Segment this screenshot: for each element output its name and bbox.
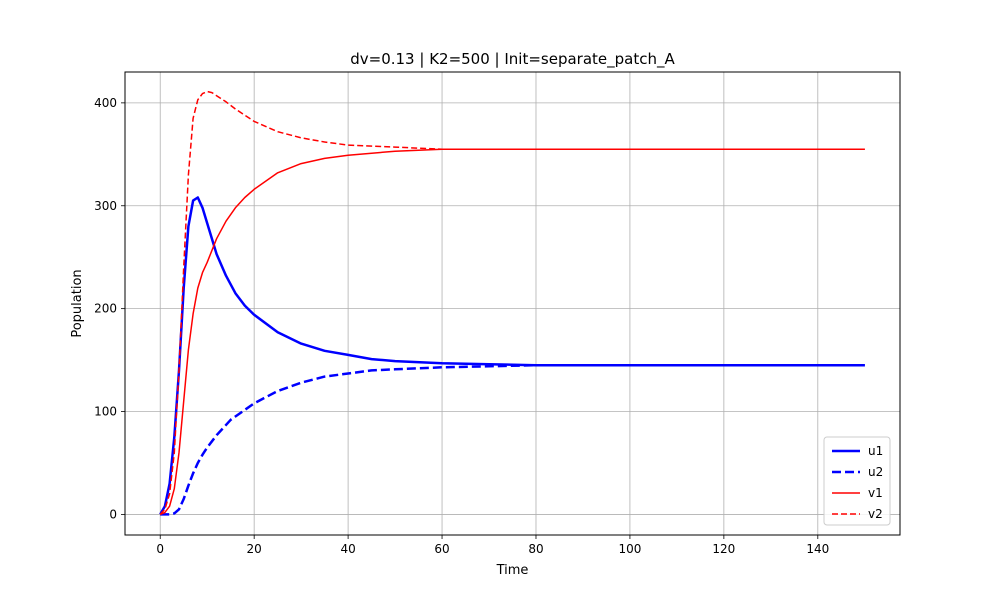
y-tick-label: 400 [94, 96, 117, 110]
x-tick-label: 0 [156, 542, 164, 556]
legend-label-u1: u1 [868, 444, 883, 458]
series-layer [159, 90, 865, 516]
chart-title: dv=0.13 | K2=500 | Init=separate_patch_A [350, 50, 675, 69]
series-line-u2 [160, 363, 865, 516]
x-tick-label: 40 [340, 542, 355, 556]
y-tick-label: 100 [94, 405, 117, 419]
x-tick-label: 80 [528, 542, 543, 556]
legend-box [823, 436, 891, 526]
series-line-v1 [159, 148, 865, 516]
x-tick-label: 20 [247, 542, 262, 556]
y-tick-label: 200 [94, 302, 117, 316]
series-line-u1 [159, 196, 865, 516]
x-tick-label: 140 [806, 542, 829, 556]
x-axis-label: Time [496, 563, 529, 578]
series-line-v2 [159, 90, 865, 515]
x-tick-label: 120 [712, 542, 735, 556]
legend: u1 u2 v1 v2 [823, 436, 891, 526]
x-tick-label: 60 [434, 542, 449, 556]
y-axis-label: Population [70, 269, 85, 337]
y-tick-label: 300 [94, 199, 117, 213]
plot-frame [124, 71, 901, 536]
y-tick-label: 0 [109, 507, 117, 521]
legend-label-u2: u2 [868, 465, 883, 479]
legend-label-v2: v2 [868, 507, 883, 521]
axis-ticks: 0 20 40 60 80 100 120 140 0 100 200 300 400 [94, 96, 829, 556]
legend-label-v1: v1 [868, 486, 883, 500]
x-tick-label: 100 [618, 542, 641, 556]
